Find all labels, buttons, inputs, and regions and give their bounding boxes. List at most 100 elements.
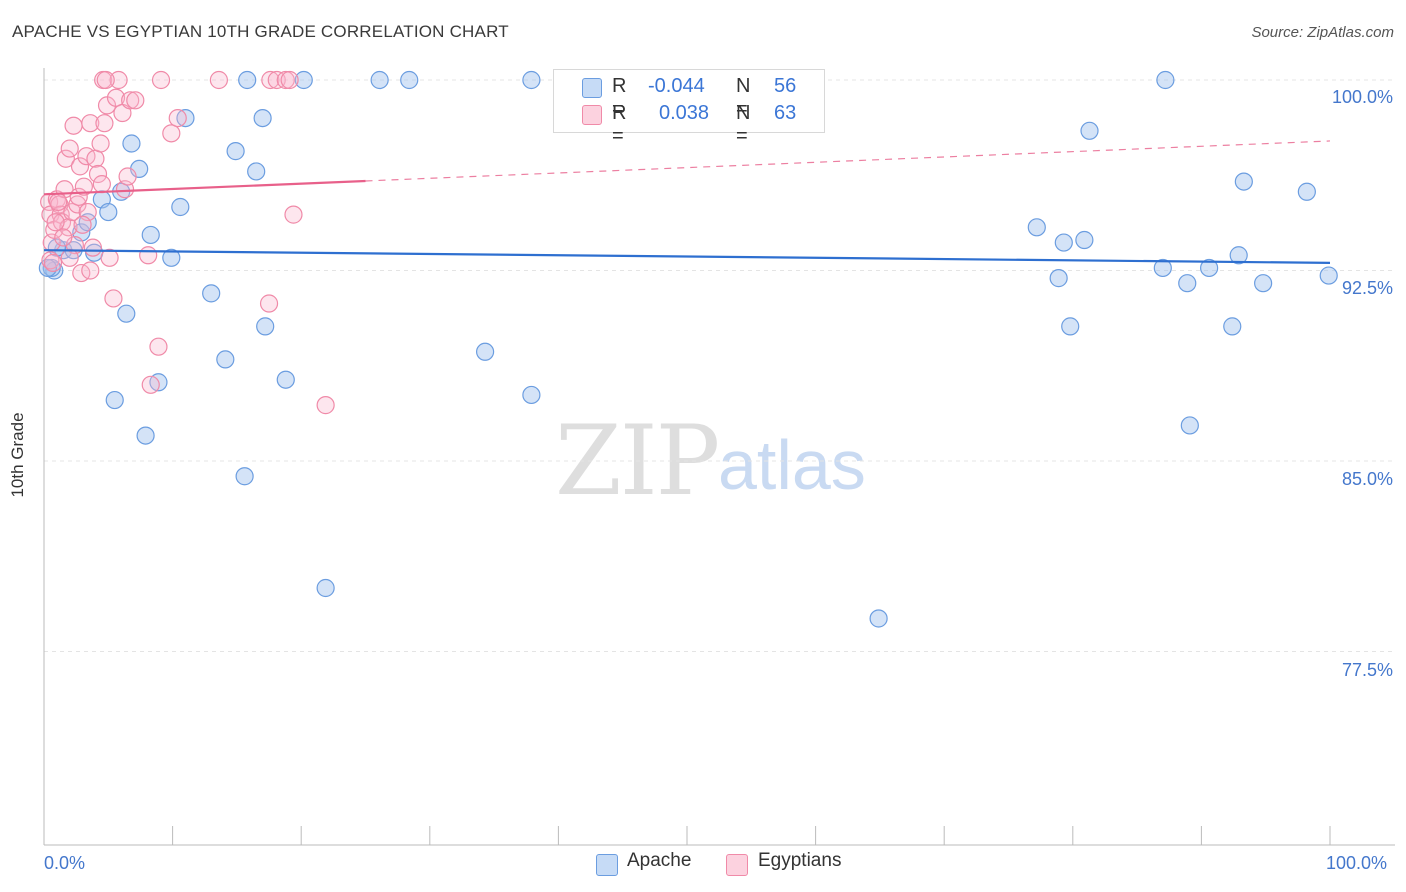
egyptians-point [276,70,295,90]
apache-point [202,284,221,303]
egyptians-point [81,261,100,280]
egyptians-point [70,157,90,176]
y-tick-label: 85.0% [1341,469,1393,489]
egyptians-point [162,124,181,143]
x-tick-label-right: 100.0% [1326,853,1388,873]
egyptians-point [88,164,108,184]
egyptians-point [96,70,115,90]
apache-point [1153,258,1172,278]
apache-point [1075,230,1094,250]
egyptians-point [209,70,228,90]
legend-r-value: 0.038 [659,102,710,124]
egyptians-point [280,70,299,90]
egyptians-point [316,396,335,415]
apache-point [122,134,141,153]
egyptians-point [259,294,279,313]
apache-point [1254,274,1273,293]
apache-point [256,317,275,336]
apache-point [522,70,541,90]
apache-point [1297,182,1316,201]
egyptians-swatch [582,105,602,125]
egyptians-trendline [43,179,366,196]
apache-point [1200,258,1219,278]
apache-point [1156,70,1175,90]
egyptians-point [126,91,145,110]
egyptians-point [139,246,158,265]
bottom-legend-apache: Apache [627,850,692,871]
bottom-legend-egyptians-swatch [726,854,748,876]
egyptians-point [91,134,110,153]
legend-n-value: 56 [774,75,797,97]
egyptians-point [109,70,128,90]
y-tick-label: 100.0% [1331,87,1393,107]
apache-point [136,426,155,445]
apache-point [869,609,888,628]
apache-point [1027,218,1046,237]
egyptians-point [106,88,126,107]
apache-point [400,70,419,90]
legend-r-value: -0.044 [648,75,705,97]
egyptians-point [168,108,187,128]
egyptians-point [60,139,79,158]
apache-point [1180,416,1199,435]
apache-point [1061,317,1080,336]
egyptians-point [81,114,100,133]
apache-point [1080,121,1099,140]
apache-point [171,197,190,217]
apache-point [276,370,295,389]
egyptians-point [149,337,168,356]
apache-point [235,467,254,486]
bottom-legend-apache-swatch [596,854,618,876]
egyptians-point [49,192,68,212]
egyptians-trendline-extension [365,140,1331,182]
apache-point [370,70,389,90]
egyptians-point [86,149,105,168]
apache-point [238,70,257,90]
apache-point [1234,172,1253,191]
x-tick-label-left: 0.0% [44,853,86,873]
egyptians-point [121,91,140,110]
apache-point [226,142,245,161]
egyptians-point [100,248,119,267]
apache-point [1319,266,1338,285]
watermark-atlas: atlas [718,426,866,504]
apache-trendline [43,249,1331,264]
egyptians-point [73,215,92,234]
legend-n-value: 63 [774,102,797,124]
apache-point [141,225,160,245]
apache-swatch [582,78,602,98]
egyptians-point [118,167,137,186]
apache-point [316,578,335,598]
egyptians-point [92,175,111,194]
apache-point [78,213,97,232]
apache-point [1223,317,1242,336]
source-label: Source: ZipAtlas.com [1251,24,1394,41]
apache-point [1229,246,1248,265]
apache-point [162,248,181,267]
egyptians-point [284,205,303,224]
egyptians-point [60,248,79,267]
egyptians-point [95,114,114,133]
egyptians-point [68,195,87,214]
egyptians-point [83,238,102,257]
apache-point [216,350,235,369]
egyptians-point [151,70,171,90]
legend-n-label: N = [736,75,751,120]
egyptians-point [56,149,75,168]
egyptians-point [64,116,83,135]
egyptians-point [43,253,63,272]
egyptians-point [41,251,60,270]
egyptians-point [261,70,280,90]
apache-point [117,304,136,323]
egyptians-point [104,289,123,308]
apache-point [475,342,495,361]
legend-r-label: R = [612,75,627,120]
y-axis-label: 10th Grade [8,412,27,498]
legend-r-label: R = [612,102,627,147]
apache-point [1054,233,1073,252]
egyptians-point [54,228,73,247]
y-tick-label: 77.5% [1341,660,1393,680]
apache-point [99,202,118,222]
egyptians-point [74,177,93,196]
